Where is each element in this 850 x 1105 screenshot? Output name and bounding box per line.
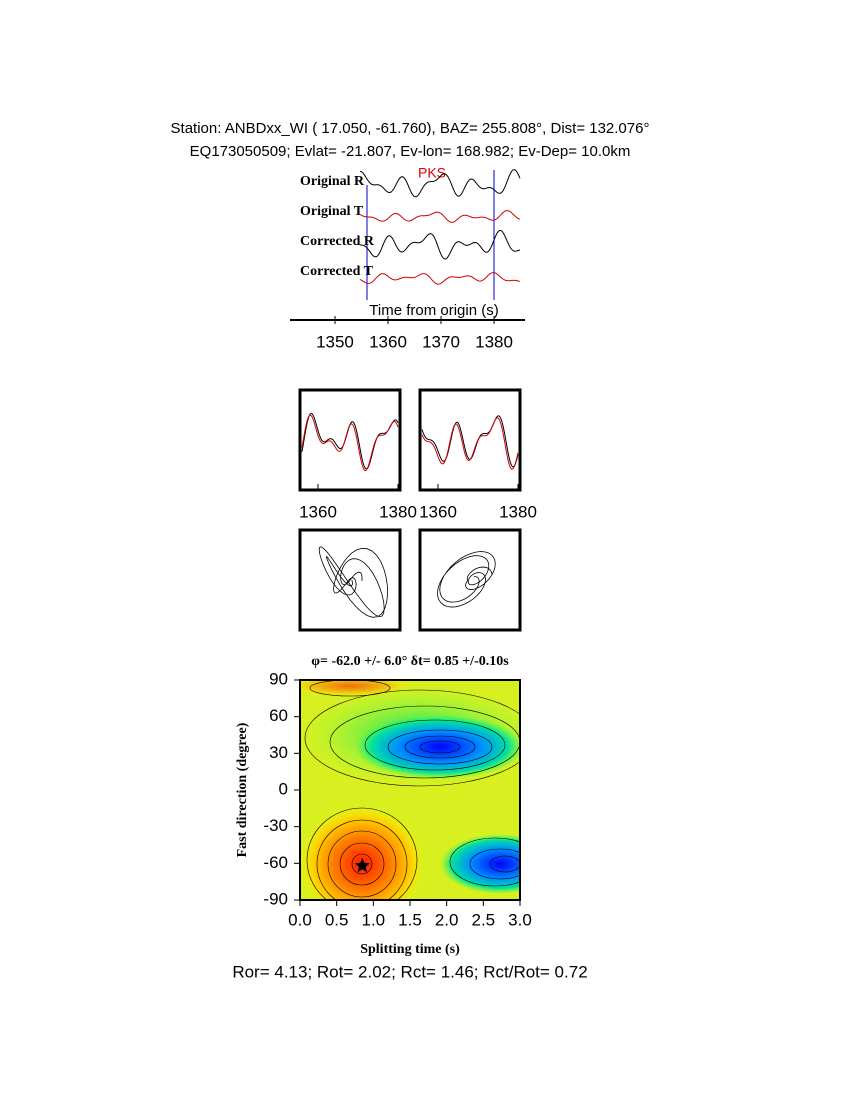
y-tick-label: 30 <box>269 743 288 762</box>
axis-label: Time from origin (s) <box>369 302 498 319</box>
x-tick-label: 1350 <box>316 332 354 351</box>
y-tick-label: 90 <box>269 669 288 688</box>
header: Station: ANBDxx_WI ( 17.050, -61.760), B… <box>171 120 650 137</box>
best-fit-star <box>354 857 370 873</box>
x-tick-label: 1.0 <box>362 910 386 929</box>
footer: Ror= 4.13; Rot= 2.02; Rct= 1.46; Rct/Rot… <box>232 962 587 981</box>
trace-label: Corrected T <box>300 264 374 279</box>
trace-label: Original T <box>300 204 364 219</box>
x-tick-label: 1380 <box>379 502 417 521</box>
contour-title: φ= -62.0 +/- 6.0° δt= 0.85 +/-0.10s <box>311 654 509 669</box>
panel <box>418 388 522 492</box>
panel <box>418 528 522 632</box>
x-tick-label: 1360 <box>419 502 457 521</box>
panel <box>298 388 402 492</box>
x-tick-label: 1360 <box>369 332 407 351</box>
y-tick-label: 0 <box>279 779 288 798</box>
x-tick-label: 2.0 <box>435 910 459 929</box>
panel <box>298 528 402 632</box>
y-tick-label: -90 <box>263 889 288 908</box>
particle-motion <box>437 551 496 608</box>
y-tick-label: -60 <box>263 853 288 872</box>
header: EQ173050509; Evlat= -21.807, Ev-lon= 168… <box>190 143 631 160</box>
x-tick-label: 1360 <box>299 502 337 521</box>
y-tick-label: 60 <box>269 706 288 725</box>
waveform <box>359 272 521 285</box>
waveform <box>301 412 399 470</box>
waveform <box>359 169 521 198</box>
y-tick-label: -30 <box>263 816 288 835</box>
x-tick-label: 1380 <box>475 332 513 351</box>
x-tick-label: 0.0 <box>288 910 312 929</box>
trace-label: Original R <box>300 174 365 189</box>
waveform <box>359 210 521 223</box>
x-tick-label: 3.0 <box>508 910 532 929</box>
waveform <box>359 229 521 260</box>
x-tick-label: 1380 <box>499 502 537 521</box>
waveform <box>301 414 399 472</box>
x-tick-label: 2.5 <box>472 910 496 929</box>
phase-label: PKS <box>418 165 446 181</box>
axis-label: Fast direction (degree) <box>235 722 250 857</box>
waveform <box>421 417 519 470</box>
contour-field <box>300 680 520 900</box>
axis-label: Splitting time (s) <box>360 942 460 957</box>
x-tick-label: 1.5 <box>398 910 422 929</box>
x-tick-label: 0.5 <box>325 910 349 929</box>
trace-label: Corrected R <box>300 234 375 249</box>
x-tick-label: 1370 <box>422 332 460 351</box>
particle-motion <box>318 546 388 618</box>
